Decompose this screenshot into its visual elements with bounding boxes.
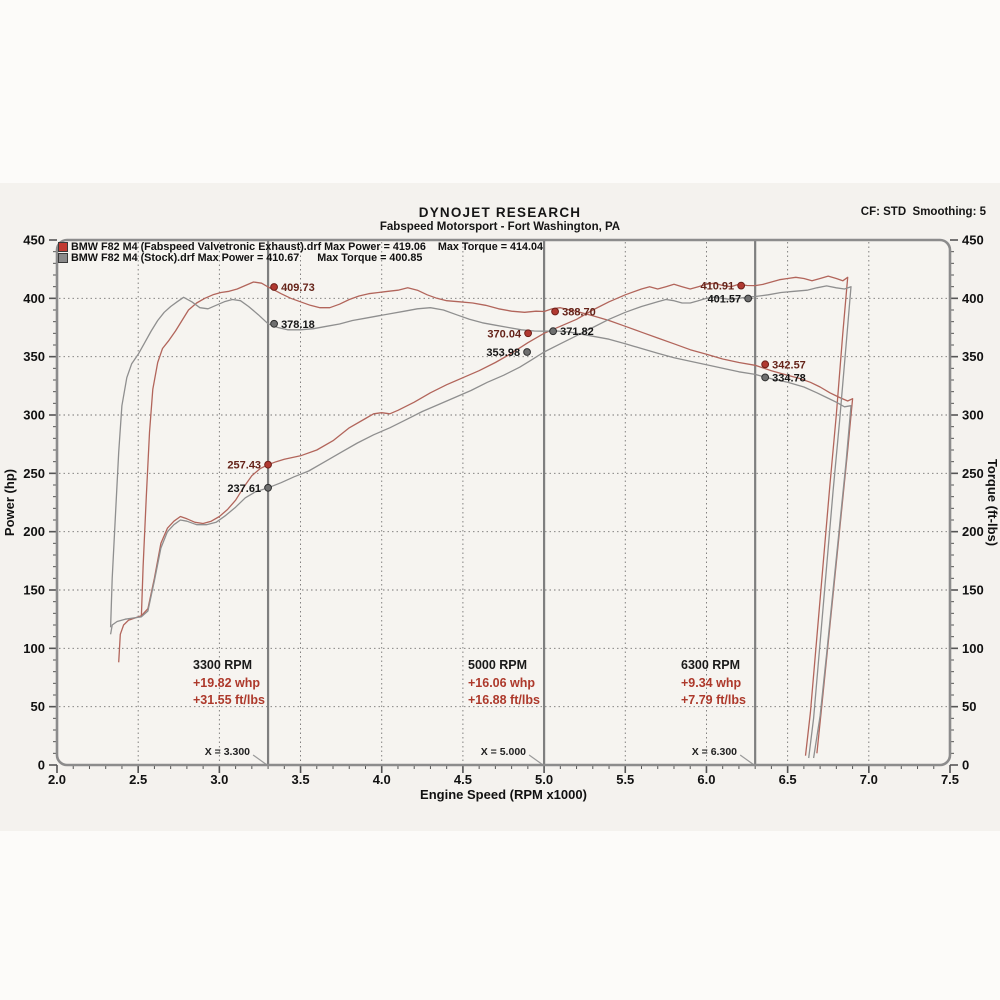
annotation-power-gain: +16.06 whp (468, 675, 536, 690)
marker-label-fabspeed_torque: 342.57 (772, 359, 806, 371)
y-tick-label-left: 450 (23, 233, 45, 248)
x-tick-label: 5.0 (535, 772, 553, 787)
marker-label-fabspeed_power: 370.04 (487, 328, 522, 340)
x-tick-label: 3.0 (210, 772, 228, 787)
marker-dot-stock_power (264, 483, 272, 492)
annotation-rpm: 6300 RPM (681, 658, 741, 672)
y-tick-label-left: 300 (23, 408, 45, 423)
curve-stock_torque (109, 296, 852, 759)
legend-label-fabspeed: BMW F82 M4 (Fabspeed Valvetronic Exhaust… (71, 240, 544, 253)
legend-swatch-fabspeed (58, 241, 68, 252)
annotation-3300rpm: 3300 RPM +19.82 whp +31.55 ft/lbs (193, 657, 265, 710)
y-tick-label-left: 200 (23, 524, 45, 539)
correction-smoothing-info: CF: STD Smoothing: 5 (860, 206, 986, 218)
marker-label-stock_power: 237.61 (227, 483, 261, 495)
y-tick-label-right: 250 (962, 466, 984, 481)
y-tick-label-left: 150 (23, 583, 45, 598)
marker-label-stock_torque: 378.18 (281, 319, 315, 331)
annotation-6300rpm: 6300 RPM +9.34 whp +7.79 ft/lbs (681, 657, 746, 710)
marker-dot-stock_power (523, 348, 531, 356)
marker-label-stock_torque: 371.82 (560, 326, 594, 338)
plot-background (57, 240, 950, 765)
y-tick-label-right: 0 (962, 758, 969, 773)
y-tick-label-right: 100 (962, 641, 984, 656)
x-tick-label: 7.5 (941, 772, 959, 787)
marker-label-fabspeed_torque: 409.73 (281, 282, 315, 294)
annotation-torque-gain: +31.55 ft/lbs (193, 693, 265, 707)
chart-subtitle: Fabspeed Motorsport - Fort Washington, P… (379, 221, 621, 233)
annotation-power-gain: +9.34 whp (681, 675, 742, 690)
y-tick-label-left: 100 (23, 641, 45, 656)
marker-dot-fabspeed_torque (761, 360, 770, 369)
chart-title: DYNOJET RESEARCH (418, 205, 582, 220)
marker-dot-fabspeed_power (737, 281, 746, 290)
y-tick-label-right: 200 (962, 524, 984, 539)
y-tick-label-right: 150 (962, 583, 984, 598)
annotation-rpm: 5000 RPM (468, 658, 528, 672)
legend-row-fabspeed: BMW F82 M4 (Fabspeed Valvetronic Exhaust… (58, 241, 543, 253)
y-tick-label-left: 350 (23, 349, 45, 364)
cursor-connector (252, 754, 268, 766)
x-tick-label: 2.0 (48, 772, 66, 787)
annotation-rpm: 3300 RPM (193, 658, 253, 672)
cursor-connector (528, 754, 544, 766)
annotation-torque-gain: +7.79 ft/lbs (681, 693, 746, 707)
marker-dot-fabspeed_torque (551, 307, 559, 316)
cursor-label-6300: X = 6.300 (691, 746, 737, 758)
marker-dot-fabspeed_power (524, 329, 532, 338)
x-axis-title: Engine Speed (RPM x1000) (420, 787, 587, 802)
y-tick-label-right: 300 (962, 408, 984, 423)
x-tick-label: 6.5 (779, 772, 797, 787)
x-tick-label: 5.5 (616, 772, 634, 787)
y-tick-label-left: 50 (31, 699, 45, 714)
cursor-connector (739, 754, 755, 766)
y-tick-label-right: 350 (962, 349, 984, 364)
plot-frame (55, 238, 952, 767)
marker-label-fabspeed_power: 410.91 (701, 281, 735, 293)
x-tick-label: 6.0 (697, 772, 715, 787)
y-tick-label-right: 50 (962, 699, 976, 714)
y-axis-title-left: Power (hp) (2, 469, 17, 536)
y-tick-label-left: 0 (38, 758, 45, 773)
x-tick-label: 3.5 (292, 772, 310, 787)
marker-dot-stock_power (744, 294, 753, 303)
marker-dot-fabspeed_torque (270, 283, 278, 291)
annotation-torque-gain: +16.88 ft/lbs (468, 693, 540, 707)
marker-dot-stock_torque (270, 319, 278, 328)
y-axis-title-right: Torque (ft-lbs) (985, 459, 1000, 546)
marker-label-stock_torque: 334.78 (772, 372, 806, 384)
annotation-5000rpm: 5000 RPM +16.06 whp +16.88 ft/lbs (468, 657, 540, 710)
marker-dot-stock_torque (549, 327, 557, 336)
marker-label-fabspeed_torque: 388.70 (562, 307, 596, 319)
legend-swatch-stock (58, 253, 68, 264)
y-tick-label-left: 400 (23, 291, 45, 306)
x-tick-label: 2.5 (129, 772, 147, 787)
legend: BMW F82 M4 (Fabspeed Valvetronic Exhaust… (58, 241, 543, 264)
marker-dot-fabspeed_power (264, 460, 272, 469)
marker-label-stock_power: 401.57 (708, 294, 742, 306)
legend-label-stock: BMW F82 M4 (Stock).drf Max Power = 410.6… (71, 252, 423, 265)
marker-label-stock_power: 353.98 (486, 347, 520, 359)
curve-fabspeed_power (118, 275, 849, 756)
marker-label-fabspeed_power: 257.43 (227, 460, 261, 472)
cursor-label-3300: X = 3.300 (204, 746, 250, 758)
marker-dot-stock_torque (761, 373, 770, 382)
x-tick-label: 4.5 (454, 772, 472, 787)
y-tick-label-left: 250 (23, 466, 45, 481)
curve-fabspeed_torque (140, 281, 854, 754)
annotation-power-gain: +19.82 whp (193, 675, 261, 690)
y-tick-label-right: 450 (962, 233, 984, 248)
y-tick-label-right: 400 (962, 291, 984, 306)
x-tick-label: 4.0 (373, 772, 391, 787)
x-tick-label: 7.0 (860, 772, 878, 787)
curve-stock_power (109, 285, 852, 759)
cursor-label-5000: X = 5.000 (480, 746, 526, 758)
legend-row-stock: BMW F82 M4 (Stock).drf Max Power = 410.6… (58, 252, 543, 265)
